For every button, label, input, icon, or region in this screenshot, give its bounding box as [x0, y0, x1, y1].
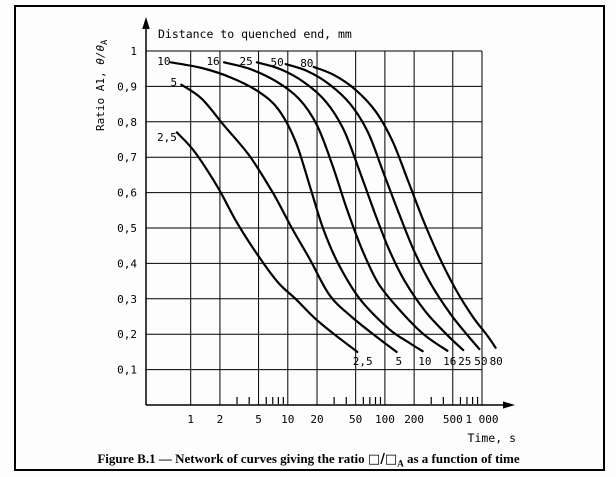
y-tick-label-0,5: 0,5	[117, 222, 137, 235]
x-tick-label-500: 500	[443, 413, 463, 426]
curve-end-label-2,5: 2,5	[353, 355, 373, 368]
caption-subscript: A	[397, 458, 404, 469]
curve-2,5mm	[175, 131, 359, 353]
x-tick-label-2: 2	[217, 413, 224, 426]
y-tick-label-0,9: 0,9	[117, 80, 137, 93]
curve-80mm	[312, 65, 497, 349]
y-axis-title: Ratio A1, θ/θA	[94, 40, 110, 131]
y-tick-label-0,2: 0,2	[117, 328, 137, 341]
y-axis-arrowhead	[142, 17, 150, 29]
y-tick-label-0,1: 0,1	[117, 364, 137, 377]
curve-start-label-16: 16	[206, 55, 219, 68]
curve-start-label-80: 80	[300, 57, 313, 70]
curve-start-label-50: 50	[270, 56, 283, 69]
curve-end-label-16: 16	[443, 355, 456, 368]
curve-start-label-10: 10	[157, 55, 170, 68]
x-axis-arrowhead	[503, 401, 515, 409]
curve-start-label-25: 25	[239, 55, 252, 68]
curve-end-label-10: 10	[418, 355, 431, 368]
curve-50mm	[284, 62, 481, 351]
curve-end-label-25: 25	[458, 355, 471, 368]
y-tick-label-0,7: 0,7	[117, 151, 137, 164]
jominy-curve-chart: 1 2 5 10 20 50 100 200 500 1 00010,90,80,70,60,50…	[94, 17, 516, 445]
y-tick-label-1: 1	[130, 45, 137, 58]
x-tick-label-5: 5	[255, 413, 262, 426]
curve-end-label-5: 5	[395, 355, 402, 368]
curve-start-label-2,5: 2,5	[157, 131, 177, 144]
chart-title: Distance to quenched end, mm	[158, 27, 352, 41]
curve-5mm	[180, 83, 398, 353]
x-tick-label-200: 200	[404, 413, 424, 426]
y-tick-label-0,3: 0,3	[117, 293, 137, 306]
theta-ratio-missing-glyphs: □/□	[367, 452, 398, 467]
x-tick-label-20: 20	[310, 413, 323, 426]
x-tick-label-1000: 1 000	[465, 413, 498, 426]
x-axis-title: Time, s	[468, 431, 516, 445]
page-border	[14, 5, 605, 471]
x-tick-label-1: 1	[187, 413, 194, 426]
caption-text-before: Figure B.1 — Network of curves giving th…	[97, 451, 368, 466]
x-tick-label-50: 50	[349, 413, 362, 426]
x-tick-label-100: 100	[375, 413, 395, 426]
figure-caption: Figure B.1 — Network of curves giving th…	[16, 451, 601, 469]
curve-10mm	[169, 61, 424, 353]
y-tick-label-0,8: 0,8	[117, 116, 137, 129]
curve-16mm	[222, 61, 449, 352]
x-tick-label-10: 10	[281, 413, 294, 426]
y-tick-label-0,4: 0,4	[117, 257, 137, 270]
curve-start-label-5: 5	[170, 76, 177, 89]
curve-end-label-50: 50	[474, 355, 487, 368]
caption-text-after: as a function of time	[403, 451, 520, 466]
curve-25mm	[255, 61, 465, 352]
y-tick-label-0,6: 0,6	[117, 187, 137, 200]
curve-end-label-80: 80	[490, 355, 503, 368]
